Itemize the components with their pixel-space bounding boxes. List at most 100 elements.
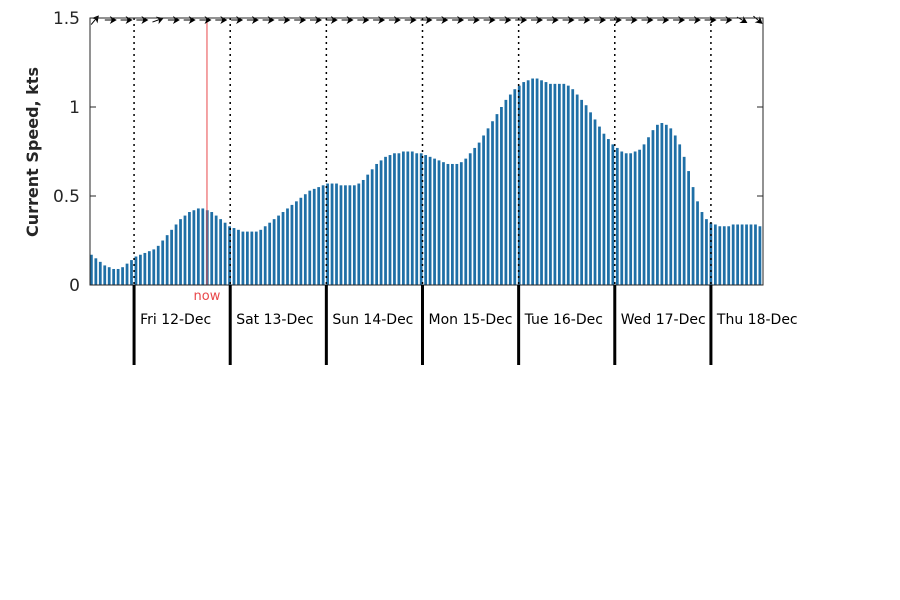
- speed-bar: [468, 153, 472, 285]
- speed-bar: [682, 156, 686, 285]
- speed-bar: [330, 183, 334, 285]
- direction-arrow-icon: [562, 16, 575, 24]
- direction-arrow-icon: [373, 16, 386, 24]
- speed-bar: [540, 80, 543, 285]
- day-label: Tue 16-Dec: [524, 312, 603, 328]
- direction-arrow-icon: [736, 16, 748, 23]
- direction-arrow-icon: [388, 16, 401, 24]
- speed-bar: [642, 144, 646, 285]
- speed-bar: [370, 169, 374, 285]
- speed-bar: [580, 99, 584, 285]
- speed-bar: [433, 158, 436, 285]
- speed-bar: [143, 252, 147, 285]
- direction-arrow-icon: [546, 16, 559, 24]
- arrow-head: [91, 15, 99, 24]
- direction-arrow-icon: [310, 16, 322, 24]
- speed-bar: [424, 155, 428, 285]
- speed-bar: [245, 231, 249, 285]
- direction-arrow-icon: [420, 16, 433, 24]
- speed-bar: [562, 83, 566, 285]
- speed-bar: [464, 158, 468, 285]
- speed-bar: [344, 185, 347, 285]
- speed-bar: [611, 144, 615, 285]
- speed-bar: [495, 114, 499, 286]
- speed-bar: [134, 256, 138, 285]
- speed-bar: [705, 219, 708, 285]
- speed-bar: [250, 231, 254, 285]
- speed-bar: [598, 126, 601, 285]
- day-label: Mon 15-Dec: [428, 312, 512, 328]
- y-axis: 0 0.5 1 1.5: [53, 9, 763, 296]
- speed-bar: [482, 135, 485, 285]
- speed-bar: [183, 215, 187, 285]
- speed-bar: [406, 151, 410, 285]
- speed-bar: [393, 153, 396, 285]
- speed-bar: [147, 251, 151, 285]
- y-tick-label: 1.5: [53, 9, 80, 29]
- direction-arrow-icon: [357, 16, 370, 24]
- speed-bar: [727, 226, 731, 285]
- speed-bar: [517, 85, 521, 285]
- speed-bar: [281, 212, 285, 285]
- direction-arrow-icon: [515, 16, 528, 24]
- speed-bar: [228, 226, 231, 285]
- direction-arrow-icon: [104, 16, 117, 24]
- speed-bar: [170, 229, 173, 285]
- speed-bar: [312, 188, 316, 285]
- direction-arrow-icon: [183, 16, 196, 24]
- speed-bar: [700, 212, 704, 285]
- speed-bar: [401, 151, 405, 285]
- speed-bar: [210, 212, 214, 285]
- speed-bar: [651, 130, 655, 285]
- speed-bar: [522, 82, 526, 285]
- speed-bar: [544, 82, 548, 285]
- direction-arrow-icon: [404, 16, 417, 24]
- speed-bar: [107, 267, 111, 285]
- direction-arrow-icon: [720, 16, 733, 24]
- speed-bar: [339, 185, 343, 285]
- speed-bar: [437, 160, 441, 285]
- direction-arrow-icon: [167, 16, 180, 24]
- arrow-head: [754, 16, 763, 24]
- speed-bar: [647, 137, 650, 285]
- speed-bar: [196, 208, 200, 285]
- speed-bar: [303, 194, 307, 285]
- y-tick-label: 1: [69, 98, 80, 118]
- speed-bar: [566, 85, 570, 285]
- speed-bar: [455, 163, 459, 285]
- speed-bar: [139, 254, 142, 285]
- direction-arrow-icon: [436, 16, 449, 24]
- speed-bar: [223, 222, 227, 285]
- direction-arrow-icon: [688, 16, 701, 24]
- direction-arrow-icon: [483, 16, 496, 24]
- speed-bar: [254, 231, 258, 285]
- y-axis-label: Current Speed, kts: [23, 67, 42, 237]
- speed-bar: [722, 226, 726, 285]
- speed-bar: [629, 153, 633, 285]
- speed-bar: [713, 224, 717, 285]
- speed-bar: [678, 144, 682, 285]
- speed-bar: [317, 187, 321, 285]
- direction-arrow-icon: [499, 16, 512, 24]
- speed-bar: [696, 201, 699, 285]
- speed-bar: [589, 112, 592, 285]
- direction-arrow-icon: [262, 16, 275, 24]
- speed-bar: [736, 224, 740, 285]
- speed-bar: [513, 89, 517, 285]
- bar-series: [90, 78, 762, 286]
- speed-bar: [459, 162, 463, 285]
- plot-frame: [89, 17, 764, 286]
- direction-arrow-icon: [753, 15, 763, 24]
- speed-bar: [179, 219, 182, 285]
- speed-bar: [272, 219, 276, 285]
- speed-bar: [526, 80, 530, 285]
- speed-bar: [326, 183, 329, 285]
- speed-bar: [419, 153, 423, 285]
- speed-bar: [504, 99, 508, 285]
- speed-bar: [731, 224, 735, 285]
- speed-bar: [357, 183, 361, 285]
- speed-bar: [241, 231, 245, 285]
- speed-bar: [620, 151, 624, 285]
- speed-bar: [152, 249, 156, 285]
- speed-bar: [125, 263, 129, 285]
